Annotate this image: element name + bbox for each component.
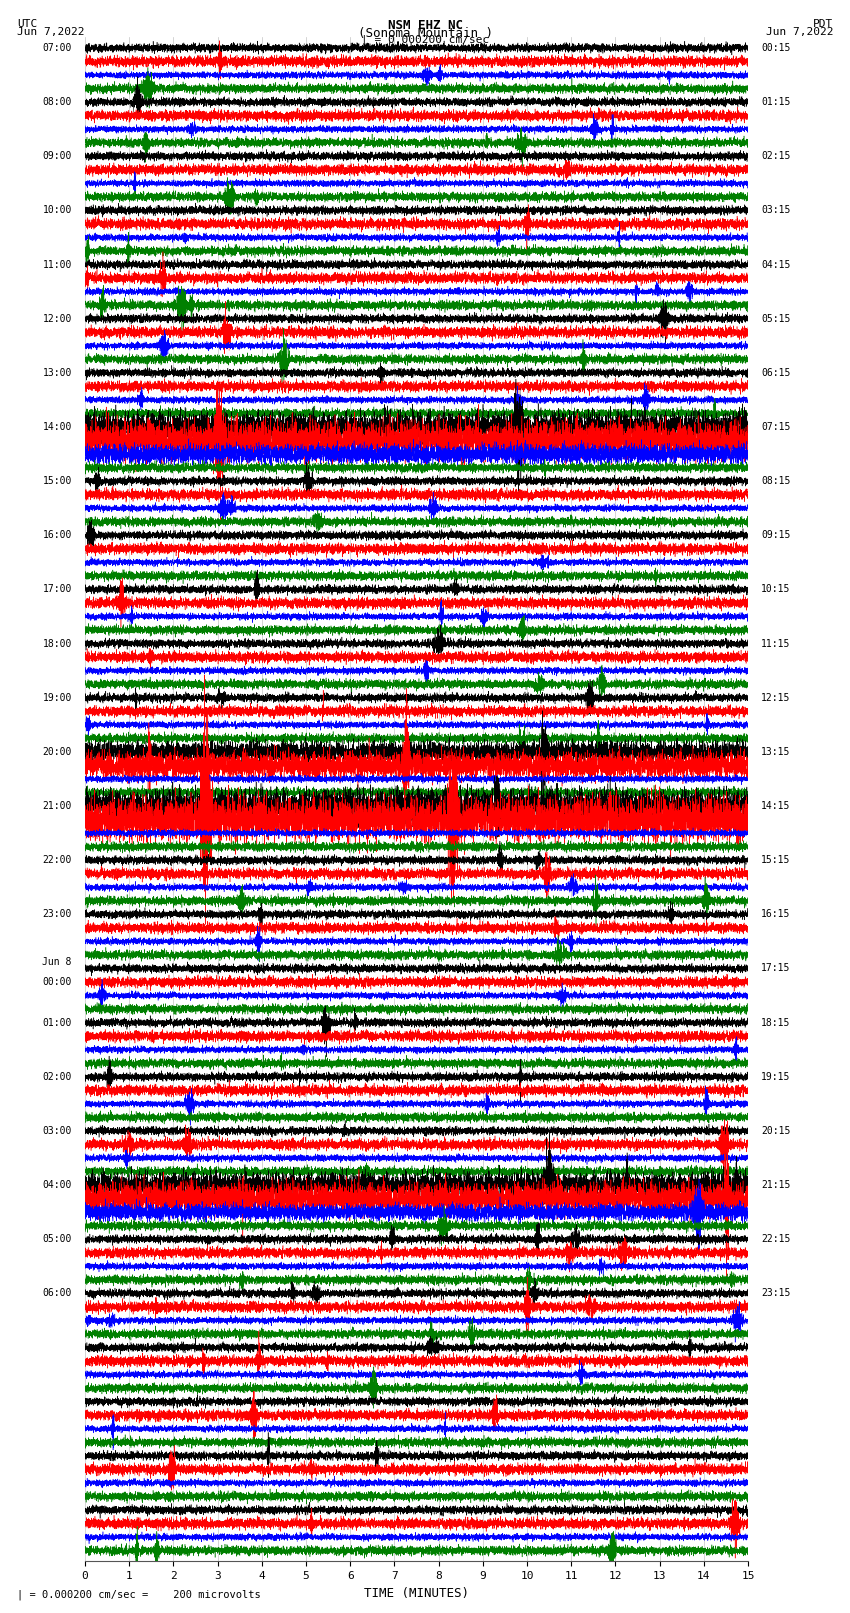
Text: 06:00: 06:00	[42, 1289, 71, 1298]
Text: 08:15: 08:15	[762, 476, 790, 486]
Text: 12:15: 12:15	[762, 692, 790, 703]
Text: 19:15: 19:15	[762, 1071, 790, 1082]
Text: 23:00: 23:00	[42, 910, 71, 919]
X-axis label: TIME (MINUTES): TIME (MINUTES)	[364, 1587, 469, 1600]
Text: 05:15: 05:15	[762, 313, 790, 324]
Text: 01:15: 01:15	[762, 97, 790, 106]
Text: 15:15: 15:15	[762, 855, 790, 865]
Text: 04:00: 04:00	[42, 1181, 71, 1190]
Text: 18:00: 18:00	[42, 639, 71, 648]
Text: 07:00: 07:00	[42, 44, 71, 53]
Text: Jun 7,2022: Jun 7,2022	[766, 26, 833, 37]
Text: (Sonoma Mountain ): (Sonoma Mountain )	[358, 26, 492, 40]
Text: 21:00: 21:00	[42, 802, 71, 811]
Text: 14:00: 14:00	[42, 423, 71, 432]
Text: 00:00: 00:00	[42, 977, 71, 987]
Text: | = 0.000200 cm/sec: | = 0.000200 cm/sec	[361, 35, 489, 45]
Text: 02:15: 02:15	[762, 152, 790, 161]
Text: 05:00: 05:00	[42, 1234, 71, 1244]
Text: UTC: UTC	[17, 18, 37, 29]
Text: 23:15: 23:15	[762, 1289, 790, 1298]
Text: 10:15: 10:15	[762, 584, 790, 595]
Text: 10:00: 10:00	[42, 205, 71, 216]
Text: 02:00: 02:00	[42, 1071, 71, 1082]
Text: 17:15: 17:15	[762, 963, 790, 974]
Text: 13:00: 13:00	[42, 368, 71, 377]
Text: 17:00: 17:00	[42, 584, 71, 595]
Text: 11:00: 11:00	[42, 260, 71, 269]
Text: Jun 8: Jun 8	[42, 957, 71, 966]
Text: 15:00: 15:00	[42, 476, 71, 486]
Text: NSM EHZ NC: NSM EHZ NC	[388, 18, 462, 32]
Text: 13:15: 13:15	[762, 747, 790, 756]
Text: 11:15: 11:15	[762, 639, 790, 648]
Text: 04:15: 04:15	[762, 260, 790, 269]
Text: 12:00: 12:00	[42, 313, 71, 324]
Text: 01:00: 01:00	[42, 1018, 71, 1027]
Text: | = 0.000200 cm/sec =    200 microvolts: | = 0.000200 cm/sec = 200 microvolts	[17, 1589, 261, 1600]
Text: 22:15: 22:15	[762, 1234, 790, 1244]
Text: 14:15: 14:15	[762, 802, 790, 811]
Text: 16:15: 16:15	[762, 910, 790, 919]
Text: 18:15: 18:15	[762, 1018, 790, 1027]
Text: 07:15: 07:15	[762, 423, 790, 432]
Text: 21:15: 21:15	[762, 1181, 790, 1190]
Text: 03:00: 03:00	[42, 1126, 71, 1136]
Text: 03:15: 03:15	[762, 205, 790, 216]
Text: 16:00: 16:00	[42, 531, 71, 540]
Text: 20:15: 20:15	[762, 1126, 790, 1136]
Text: 19:00: 19:00	[42, 692, 71, 703]
Text: 20:00: 20:00	[42, 747, 71, 756]
Text: 22:00: 22:00	[42, 855, 71, 865]
Text: Jun 7,2022: Jun 7,2022	[17, 26, 84, 37]
Text: 06:15: 06:15	[762, 368, 790, 377]
Text: PDT: PDT	[813, 18, 833, 29]
Text: 00:15: 00:15	[762, 44, 790, 53]
Text: 08:00: 08:00	[42, 97, 71, 106]
Text: 09:00: 09:00	[42, 152, 71, 161]
Text: 09:15: 09:15	[762, 531, 790, 540]
